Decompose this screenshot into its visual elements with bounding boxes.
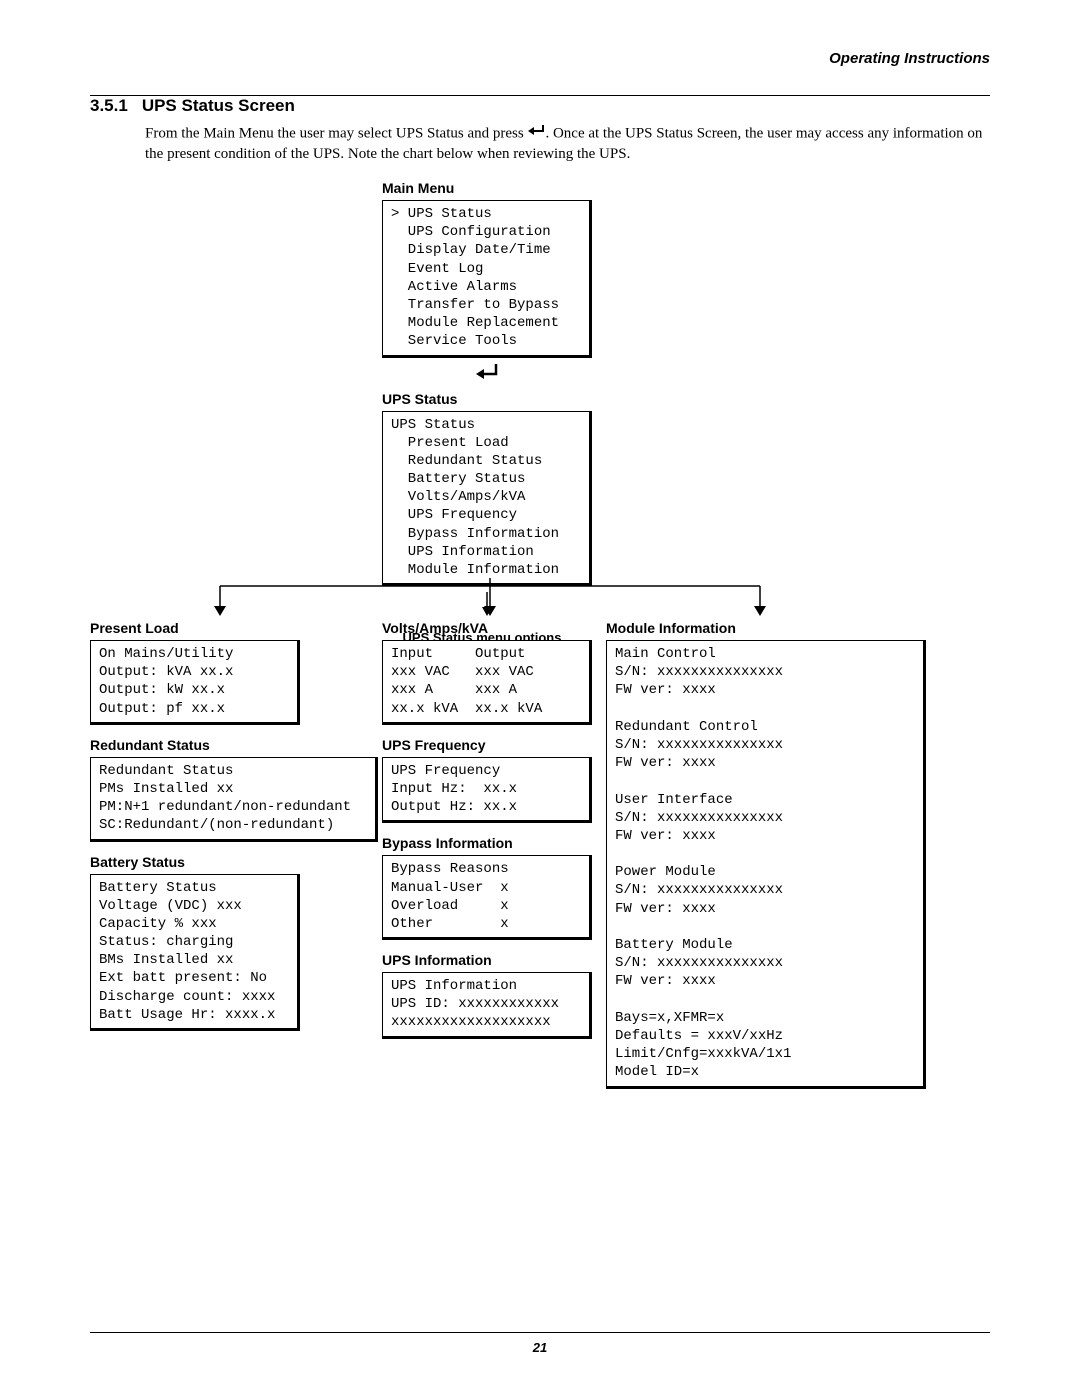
- ups-status-panel: UPS Status Present Load Redundant Status…: [382, 411, 592, 587]
- redundant-status-label: Redundant Status: [90, 737, 390, 753]
- enter-arrow-icon: [382, 362, 592, 389]
- page: Operating Instructions 3.5.1 UPS Status …: [0, 0, 1080, 1397]
- bottom-rule: [90, 1332, 990, 1333]
- bypass-label: Bypass Information: [382, 835, 612, 851]
- diagram: Main Menu > UPS Status UPS Configuration…: [90, 180, 990, 1080]
- battery-status-label: Battery Status: [90, 854, 390, 870]
- freq-block: UPS Frequency UPS Frequency Input Hz: xx…: [382, 737, 612, 824]
- modinfo-block: Module Information Main Control S/N: xxx…: [606, 620, 936, 1089]
- top-stack: Main Menu > UPS Status UPS Configuration…: [382, 180, 592, 645]
- upsinfo-block: UPS Information UPS Information UPS ID: …: [382, 952, 612, 1039]
- split-arrows: [170, 578, 860, 618]
- present-load-panel: On Mains/Utility Output: kVA xx.x Output…: [90, 640, 300, 725]
- modinfo-panel: Main Control S/N: xxxxxxxxxxxxxxx FW ver…: [606, 640, 926, 1089]
- footer: 21: [90, 1332, 990, 1357]
- column-right: Module Information Main Control S/N: xxx…: [606, 620, 936, 1101]
- subsection-title: UPS Status Screen: [142, 96, 295, 116]
- column-mid: Volts/Amps/kVA Input Output xxx VAC xxx …: [382, 620, 612, 1051]
- bypass-block: Bypass Information Bypass Reasons Manual…: [382, 835, 612, 940]
- bypass-panel: Bypass Reasons Manual-User x Overload x …: [382, 855, 592, 940]
- upsinfo-panel: UPS Information UPS ID: xxxxxxxxxxxx xxx…: [382, 972, 592, 1039]
- upsinfo-label: UPS Information: [382, 952, 612, 968]
- battery-status-panel: Battery Status Voltage (VDC) xxx Capacit…: [90, 874, 300, 1032]
- volts-block: Volts/Amps/kVA Input Output xxx VAC xxx …: [382, 620, 612, 725]
- subsection-number: 3.5.1: [90, 96, 128, 116]
- redundant-status-panel: Redundant Status PMs Installed xx PM:N+1…: [90, 757, 378, 842]
- column-left: Present Load On Mains/Utility Output: kV…: [90, 620, 390, 1043]
- freq-panel: UPS Frequency Input Hz: xx.x Output Hz: …: [382, 757, 592, 824]
- ups-status-label: UPS Status: [382, 391, 592, 407]
- main-menu-label: Main Menu: [382, 180, 592, 196]
- redundant-status-block: Redundant Status Redundant Status PMs In…: [90, 737, 390, 842]
- page-number: 21: [533, 1340, 547, 1355]
- modinfo-label: Module Information: [606, 620, 936, 636]
- volts-label: Volts/Amps/kVA: [382, 620, 612, 636]
- intro-paragraph: From the Main Menu the user may select U…: [145, 124, 990, 164]
- volts-panel: Input Output xxx VAC xxx VAC xxx A xxx A…: [382, 640, 592, 725]
- section-header: Operating Instructions: [90, 50, 990, 67]
- present-load-label: Present Load: [90, 620, 390, 636]
- main-menu-panel: > UPS Status UPS Configuration Display D…: [382, 200, 592, 358]
- battery-status-block: Battery Status Battery Status Voltage (V…: [90, 854, 390, 1032]
- enter-key-icon: [527, 123, 545, 144]
- intro-text-a: From the Main Menu the user may select U…: [145, 126, 527, 142]
- subsection-heading: 3.5.1 UPS Status Screen: [90, 96, 990, 116]
- freq-label: UPS Frequency: [382, 737, 612, 753]
- present-load-block: Present Load On Mains/Utility Output: kV…: [90, 620, 390, 725]
